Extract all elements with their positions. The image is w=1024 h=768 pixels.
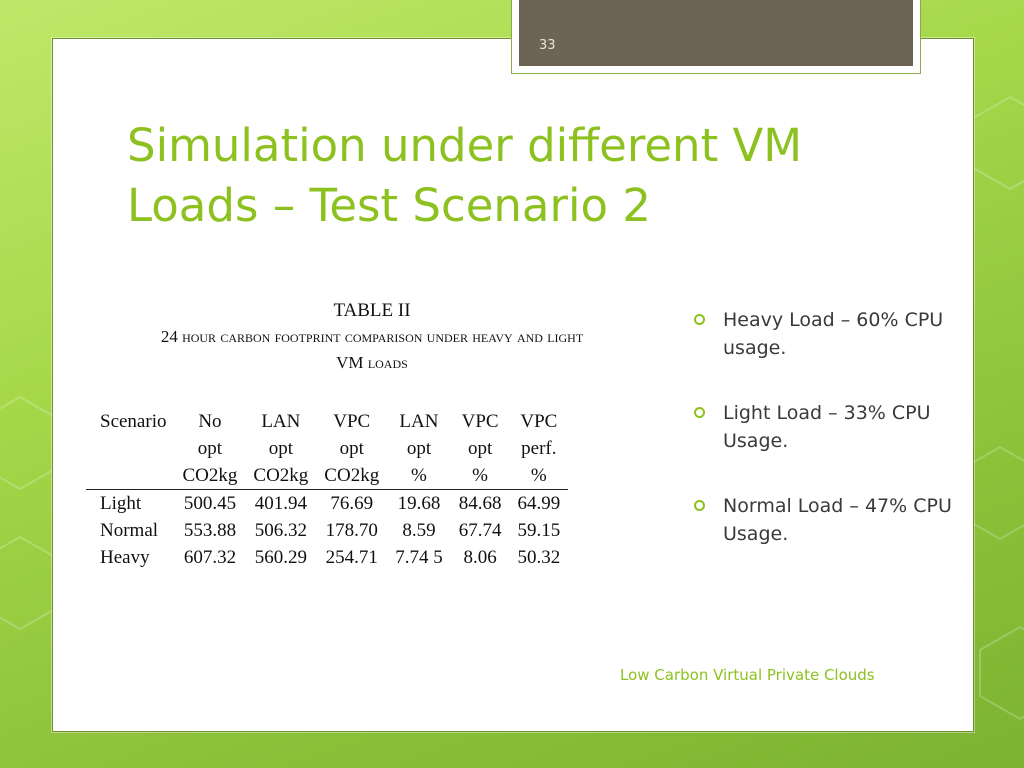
table-cell: 8.59 bbox=[402, 520, 436, 541]
table-header-cell: VPC opt CO2kg bbox=[324, 411, 380, 486]
table-caption-line-1: 24 hour carbon footprint comparison unde… bbox=[84, 324, 660, 350]
table-header-cell: VPC opt% bbox=[461, 411, 499, 486]
table-cell: 506.32 bbox=[254, 520, 307, 541]
table-caption-title: TABLE II bbox=[333, 300, 411, 321]
table-header-cell: No opt CO2kg bbox=[182, 411, 238, 486]
slide-title: Simulation under different VM Loads – Te… bbox=[127, 116, 887, 236]
bullet-text: Light Load – 33% CPU Usage. bbox=[723, 402, 931, 452]
table-caption-line-2: VM loads bbox=[84, 350, 660, 376]
table-header-cell: VPC perf.% bbox=[520, 411, 558, 486]
table-cell: Normal bbox=[100, 520, 159, 541]
slide-number: 33 bbox=[539, 38, 556, 53]
carbon-footprint-table: Scenario No opt CO2kg LAN opt CO2kg VPC opt CO… bbox=[86, 408, 569, 571]
table-cell: 50.32 bbox=[517, 547, 561, 568]
table-header-cell: LAN opt% bbox=[399, 411, 439, 486]
table-caption-line-2-rest: loads bbox=[367, 353, 408, 372]
slide-title-line-2: Loads – Test Scenario 2 bbox=[127, 179, 651, 232]
bullet-item: Light Load – 33% CPU Usage. bbox=[692, 399, 962, 455]
bullet-ring-icon bbox=[694, 314, 705, 325]
bullet-ring-icon bbox=[694, 407, 705, 418]
bullet-item: Normal Load – 47% CPU Usage. bbox=[692, 492, 962, 548]
bullet-item: Heavy Load – 60% CPU usage. bbox=[692, 306, 962, 362]
table-header-row: Scenario No opt CO2kg LAN opt CO2kg VPC opt CO… bbox=[86, 408, 569, 490]
table-caption-line-2-lead: VM bbox=[336, 353, 368, 372]
table-cell: Heavy bbox=[100, 547, 150, 568]
table-cell: 64.99 bbox=[517, 493, 561, 514]
table-header-cell: Scenario bbox=[100, 411, 167, 432]
table-caption-line-1-rest: hour carbon footprint comparison under h… bbox=[182, 327, 584, 346]
table-cell: 560.29 bbox=[254, 547, 307, 568]
table-cell: 67.74 bbox=[458, 520, 502, 541]
slide-canvas bbox=[52, 38, 974, 732]
bullet-ring-icon bbox=[694, 500, 705, 511]
bullet-text: Normal Load – 47% CPU Usage. bbox=[723, 495, 952, 545]
table-row: Heavy 607.32 560.29 254.71 7.74 5 8.06 5… bbox=[86, 544, 568, 571]
bullet-list: Heavy Load – 60% CPU usage. Light Load –… bbox=[692, 306, 962, 585]
table-cell: 59.15 bbox=[517, 520, 561, 541]
slide-number-panel: 33 bbox=[519, 0, 913, 66]
slide-title-line-1: Simulation under different VM bbox=[127, 119, 803, 172]
table-cell: 19.68 bbox=[397, 493, 441, 514]
carbon-table-figure: TABLE II 24 hour carbon footprint compar… bbox=[84, 298, 660, 568]
table-caption-line-1-lead: 24 bbox=[160, 327, 183, 346]
table-row: Light 500.45 401.94 76.69 19.68 84.68 64… bbox=[86, 490, 568, 518]
table-cell: 76.69 bbox=[330, 493, 374, 514]
table-cell: 401.94 bbox=[254, 493, 307, 514]
slide-footer: Low Carbon Virtual Private Clouds bbox=[620, 666, 875, 684]
table-cell: Light bbox=[100, 493, 142, 514]
table-row: Normal 553.88 506.32 178.70 8.59 67.74 5… bbox=[86, 517, 568, 544]
table-cell: 254.71 bbox=[325, 547, 378, 568]
table-header-cell: LAN opt CO2kg bbox=[253, 411, 309, 486]
slide-number-tab: 33 bbox=[511, 0, 921, 74]
table-cell: 500.45 bbox=[183, 493, 237, 514]
table-cell: 7.74 5 bbox=[395, 547, 443, 568]
table-cell: 553.88 bbox=[183, 520, 237, 541]
bullet-text: Heavy Load – 60% CPU usage. bbox=[723, 309, 944, 359]
table-cell: 8.06 bbox=[463, 547, 497, 568]
table-cell: 607.32 bbox=[183, 547, 237, 568]
table-cell: 84.68 bbox=[458, 493, 502, 514]
table-cell: 178.70 bbox=[325, 520, 378, 541]
